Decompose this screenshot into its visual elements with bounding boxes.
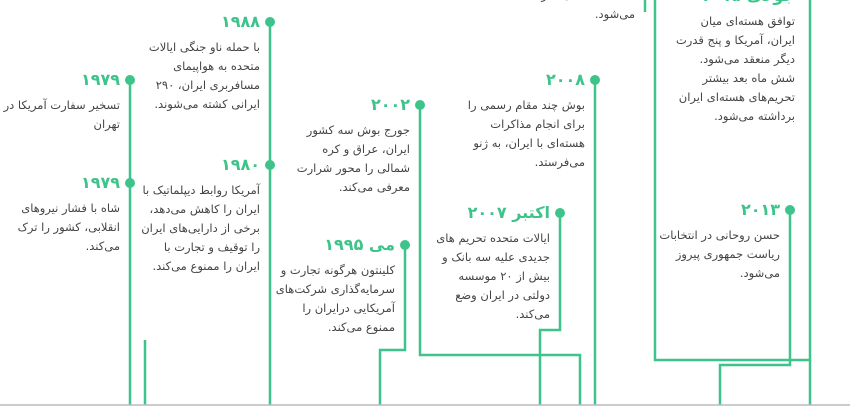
event-text: جورج بوش سه کشور ایران، عراق و کره شمالی… — [296, 123, 410, 194]
event-text: حسن روحانی در انتخابات ریاست جمهوری پیرو… — [659, 228, 780, 280]
connector — [718, 210, 792, 405]
event-text: ایالات متحده تحریم های جدیدی علیه سه بان… — [436, 231, 550, 321]
event-date: ۲۰۰۸ — [545, 70, 585, 89]
event-text: شاه با فشار نیروهای انقلابی، کشور را ترک… — [17, 201, 120, 253]
dot — [785, 205, 795, 215]
dot — [265, 17, 275, 27]
dot — [265, 160, 275, 170]
dot — [555, 208, 565, 218]
event-date: جولای ۲۰۱۵ — [673, 0, 795, 6]
event: می ۱۹۹۵ کلینتون هرگونه تجارت و سرمایه‌گذا… — [273, 235, 395, 337]
event: ۱۹۸۸ با حمله ناو جنگی ایالات متحده به هوا… — [138, 12, 260, 114]
event: جولای ۲۰۱۵ توافق هسته‌ای میان ایران، آمری… — [673, 0, 795, 126]
event-date: ۱۹۷۹ — [80, 70, 120, 89]
connector — [538, 213, 562, 405]
event: ۲۰۰۲ جورج بوش سه کشور ایران، عراق و کره ش… — [288, 95, 410, 197]
event: ۱۹۷۹ شاه با فشار نیروهای انقلابی، کشور را… — [0, 173, 120, 256]
event-text: بوش چند مقام رسمی را برای انجام مذاکرات … — [467, 98, 585, 169]
event: مسئله هسته‌ای آغاز می‌شود. — [513, 0, 635, 24]
event: ۲۰۱۳ حسن روحانی در انتخابات ریاست جمهوری … — [658, 200, 780, 283]
event-date: اکتبر ۲۰۰۷ — [467, 203, 550, 222]
connector — [378, 245, 407, 405]
event: اکتبر ۲۰۰۷ ایالات متحده تحریم های جدیدی ع… — [428, 203, 550, 324]
event-date: ۲۰۰۲ — [370, 95, 410, 114]
highlight-box — [653, 0, 812, 362]
event-date: می ۱۹۹۵ — [324, 235, 395, 254]
dot — [400, 240, 410, 250]
dot — [125, 75, 135, 85]
event-date: ۱۹۷۹ — [80, 173, 120, 192]
event-text: آمریکا روابط دیپلماتیک با ایران را کاهش … — [141, 183, 260, 273]
dot — [125, 178, 135, 188]
event-date: ۲۰۱۳ — [740, 200, 780, 219]
event: ۱۹۷۹ تسخیر سفارت آمریکا در تهران — [0, 70, 120, 134]
event-text: مسئله هسته‌ای آغاز می‌شود. — [541, 0, 635, 21]
connector — [418, 105, 582, 405]
event: ۱۹۸۰ آمریکا روابط دیپلماتیک با ایران را ک… — [138, 155, 260, 276]
event: ۲۰۰۸ بوش چند مقام رسمی را برای انجام مذاک… — [463, 70, 585, 172]
dot — [415, 100, 425, 110]
dot — [590, 75, 600, 85]
event-text: کلینتون هرگونه تجارت و سرمایه‌گذاری شرکت… — [275, 263, 395, 334]
event-date: ۱۹۸۸ — [220, 12, 260, 31]
event-date: ۱۹۸۰ — [220, 155, 260, 174]
event-text: تسخیر سفارت آمریکا در تهران — [3, 98, 120, 131]
event-text: با حمله ناو جنگی ایالات متحده به هواپیما… — [148, 40, 260, 111]
event-text: توافق هسته‌ای میان ایران، آمریکا و پنج ق… — [675, 14, 795, 123]
